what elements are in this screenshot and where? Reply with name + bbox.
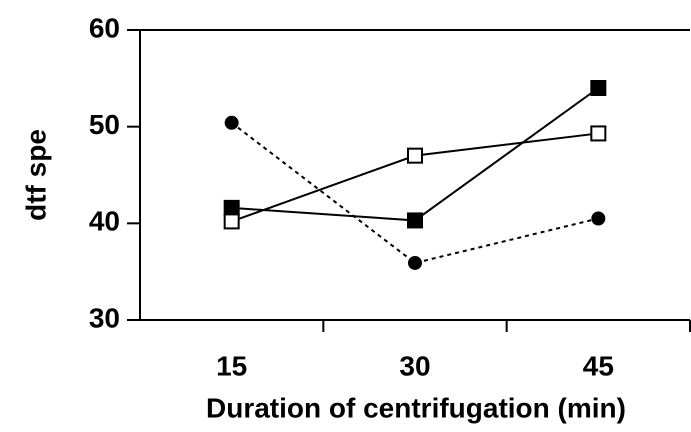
marker <box>407 147 423 164</box>
y-tick-label: 50 <box>89 109 120 140</box>
x-tick-label: 15 <box>216 350 247 381</box>
series-line <box>231 132 599 223</box>
marker <box>408 255 422 270</box>
marker <box>223 213 240 230</box>
y-axis-label: dtf spe <box>20 129 51 221</box>
y-tick-label: 60 <box>89 12 120 43</box>
x-tick-label: 30 <box>399 350 430 381</box>
marker <box>407 212 423 229</box>
x-axis-label: Duration of centrifugation (min) <box>206 392 626 423</box>
marker <box>590 125 607 142</box>
y-tick-label: 30 <box>89 302 120 333</box>
x-tick-label: 45 <box>583 350 614 381</box>
marker <box>590 80 607 96</box>
y-tick-label: 40 <box>89 206 120 237</box>
marker <box>223 199 240 216</box>
series-line <box>231 122 599 265</box>
marker <box>224 115 239 130</box>
marker <box>591 211 606 226</box>
